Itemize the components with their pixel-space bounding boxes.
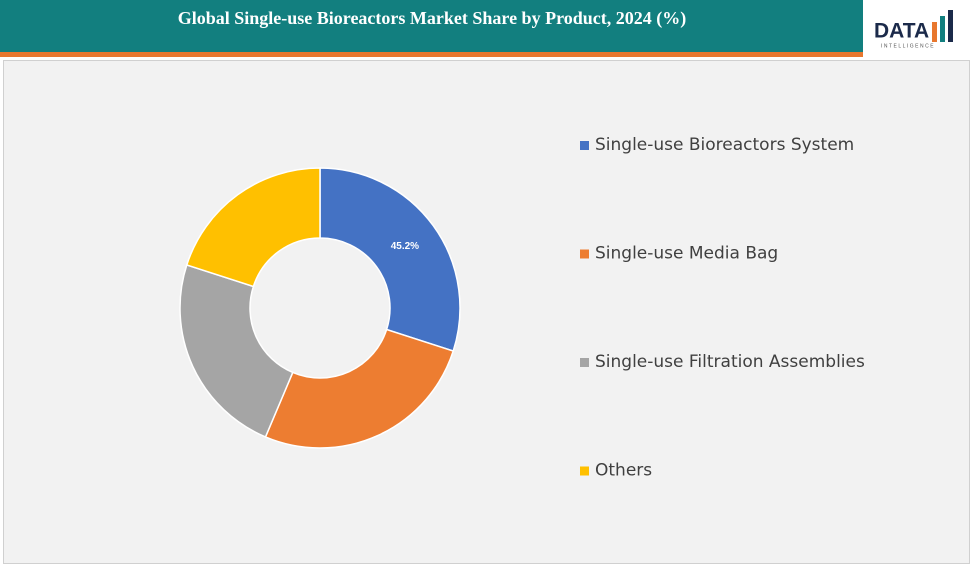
chart-title: Global Single-use Bioreactors Market Sha… bbox=[178, 8, 686, 29]
logo-box bbox=[863, 0, 975, 57]
header-stripe bbox=[0, 52, 863, 57]
header-bar bbox=[0, 0, 863, 52]
logo-tagline: INTELLIGENCE bbox=[881, 43, 935, 49]
legend-swatch bbox=[580, 358, 589, 367]
donut-slice bbox=[179, 264, 294, 438]
legend-swatch bbox=[580, 141, 589, 150]
logo-bar bbox=[932, 22, 937, 42]
donut-slice bbox=[264, 328, 455, 449]
legend-swatch bbox=[580, 249, 589, 259]
logo-name: DATA bbox=[874, 20, 929, 43]
logo-bar bbox=[940, 16, 945, 42]
donut-slice bbox=[319, 167, 461, 352]
data-label: 45.2% bbox=[391, 241, 419, 252]
legend-label: Single-use Media Bag bbox=[595, 244, 778, 264]
donut-slice bbox=[185, 167, 321, 288]
plot-area bbox=[3, 60, 970, 564]
legend-label: Single-use Bioreactors System bbox=[595, 135, 854, 155]
legend-label: Single-use Filtration Assemblies bbox=[595, 352, 865, 372]
logo-bar bbox=[948, 10, 953, 42]
legend-label: Others bbox=[595, 461, 652, 481]
legend-swatch bbox=[580, 466, 589, 476]
